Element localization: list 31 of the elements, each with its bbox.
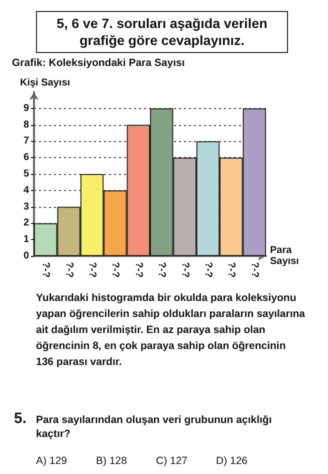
y-tick-label: 0 bbox=[23, 250, 30, 262]
x-tick-label: ?-? bbox=[110, 262, 121, 278]
x-tick-label: ?-? bbox=[202, 262, 214, 278]
x-tick-label: ?-? bbox=[40, 262, 52, 278]
x-axis-title: Para Sayısı bbox=[270, 245, 300, 267]
text: B) 128 bbox=[96, 455, 128, 467]
text: Yukarıdaki histogramda bir okulda para koleksiyonu yapan öğrencilerin sahip oldukları paraların sayılarına ait dağılım verilmiştir. En az paraya sahip olan öğrencinin 8, en çok paraya sahip olan öğrencinin 136 parası vardır. bbox=[36, 291, 306, 370]
text: A) 129 bbox=[36, 455, 68, 467]
x-tick-label: ?-? bbox=[63, 262, 74, 278]
y-tick-label: 1 bbox=[23, 234, 30, 246]
text: Para sayılarından oluşan veri grubunun açıklığı kaçtır? bbox=[36, 413, 273, 441]
x-tick-label: ?-? bbox=[86, 262, 98, 278]
text: C) 127 bbox=[156, 455, 189, 467]
x-tick-label: ?-? bbox=[226, 262, 237, 278]
y-tick-label: 7 bbox=[23, 136, 30, 147]
text: 5. bbox=[14, 410, 27, 427]
text: D) 126 bbox=[216, 455, 249, 467]
x-tick-label: ?-? bbox=[156, 262, 168, 278]
y-tick-label: 8 bbox=[23, 119, 30, 130]
y-tick-label: 3 bbox=[23, 201, 30, 212]
y-tick-label: 2 bbox=[23, 218, 30, 229]
y-tick-label: 5 bbox=[23, 168, 30, 180]
y-tick-label: 6 bbox=[23, 152, 30, 164]
y-tick-label: 4 bbox=[23, 184, 30, 196]
chart-title: Grafik: Koleksiyondaki Para Sayısı bbox=[12, 57, 185, 69]
x-tick-label: ?-? bbox=[248, 262, 260, 278]
x-tick-label: ?-? bbox=[132, 262, 144, 278]
y-tick-label: 9 bbox=[23, 102, 30, 114]
text: 5, 6 ve 7. soruları aşağıda verilen grafiğe göre cevaplayınız. bbox=[36, 11, 288, 53]
x-tick-label: ?-? bbox=[179, 262, 190, 278]
y-axis-title: Kişi Sayısı bbox=[20, 78, 70, 88]
